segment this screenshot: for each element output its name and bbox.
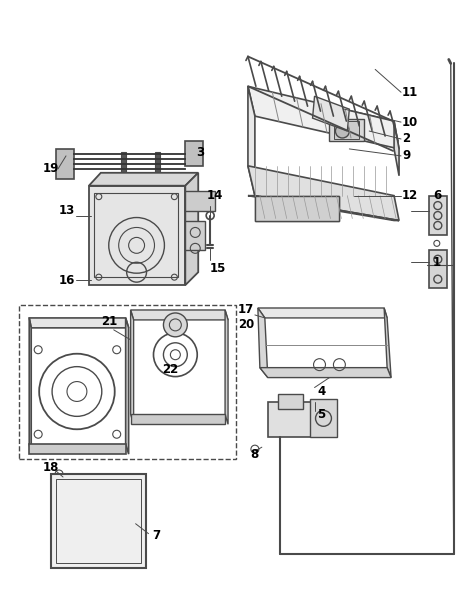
Polygon shape — [260, 368, 391, 378]
Polygon shape — [29, 444, 126, 454]
Text: 1: 1 — [433, 256, 441, 268]
Polygon shape — [126, 318, 128, 454]
Text: 12: 12 — [402, 189, 418, 202]
Bar — [51, 474, 146, 568]
Text: 14: 14 — [207, 189, 224, 202]
Bar — [335, 121, 359, 139]
Polygon shape — [248, 196, 399, 221]
Text: 10: 10 — [402, 116, 418, 129]
Text: 18: 18 — [43, 460, 60, 474]
Bar — [56, 149, 74, 179]
Polygon shape — [29, 318, 31, 454]
Text: 8: 8 — [250, 447, 258, 460]
Text: 7: 7 — [153, 529, 161, 542]
Bar — [429, 250, 447, 288]
Bar — [56, 479, 141, 563]
Bar — [94, 192, 178, 277]
Text: 21: 21 — [101, 316, 117, 329]
Text: 17: 17 — [238, 303, 254, 316]
Bar — [185, 191, 215, 211]
Circle shape — [164, 313, 187, 337]
Circle shape — [336, 124, 349, 138]
Text: 6: 6 — [433, 189, 441, 202]
Text: 5: 5 — [318, 408, 326, 421]
Polygon shape — [131, 414, 225, 424]
Text: 11: 11 — [402, 86, 418, 99]
Polygon shape — [248, 86, 399, 149]
Text: 16: 16 — [59, 273, 75, 287]
Bar — [19, 305, 236, 459]
Bar — [185, 221, 205, 250]
Polygon shape — [89, 173, 198, 186]
Polygon shape — [29, 318, 128, 328]
Polygon shape — [255, 196, 339, 221]
Polygon shape — [89, 186, 185, 285]
Text: 3: 3 — [196, 147, 204, 159]
Text: 2: 2 — [402, 132, 410, 145]
Bar — [185, 141, 203, 166]
Bar — [329, 119, 364, 141]
Bar — [268, 402, 337, 437]
Polygon shape — [258, 308, 387, 318]
Bar — [310, 400, 337, 437]
Bar — [255, 196, 339, 221]
Bar — [429, 196, 447, 235]
Text: 13: 13 — [59, 204, 75, 217]
Text: 9: 9 — [402, 150, 410, 162]
Polygon shape — [248, 86, 255, 196]
Bar — [121, 152, 126, 173]
Polygon shape — [131, 310, 228, 320]
Text: 20: 20 — [238, 318, 254, 332]
Polygon shape — [185, 173, 198, 285]
Text: 19: 19 — [43, 162, 60, 175]
Polygon shape — [394, 121, 399, 176]
Polygon shape — [225, 310, 228, 424]
Bar — [155, 152, 161, 173]
Polygon shape — [248, 166, 399, 221]
Text: 4: 4 — [318, 385, 326, 398]
Polygon shape — [258, 308, 268, 378]
Bar — [278, 395, 302, 409]
Text: 15: 15 — [210, 262, 227, 275]
Polygon shape — [384, 308, 391, 378]
Text: 22: 22 — [163, 363, 179, 376]
Polygon shape — [312, 96, 349, 131]
Polygon shape — [131, 310, 134, 424]
